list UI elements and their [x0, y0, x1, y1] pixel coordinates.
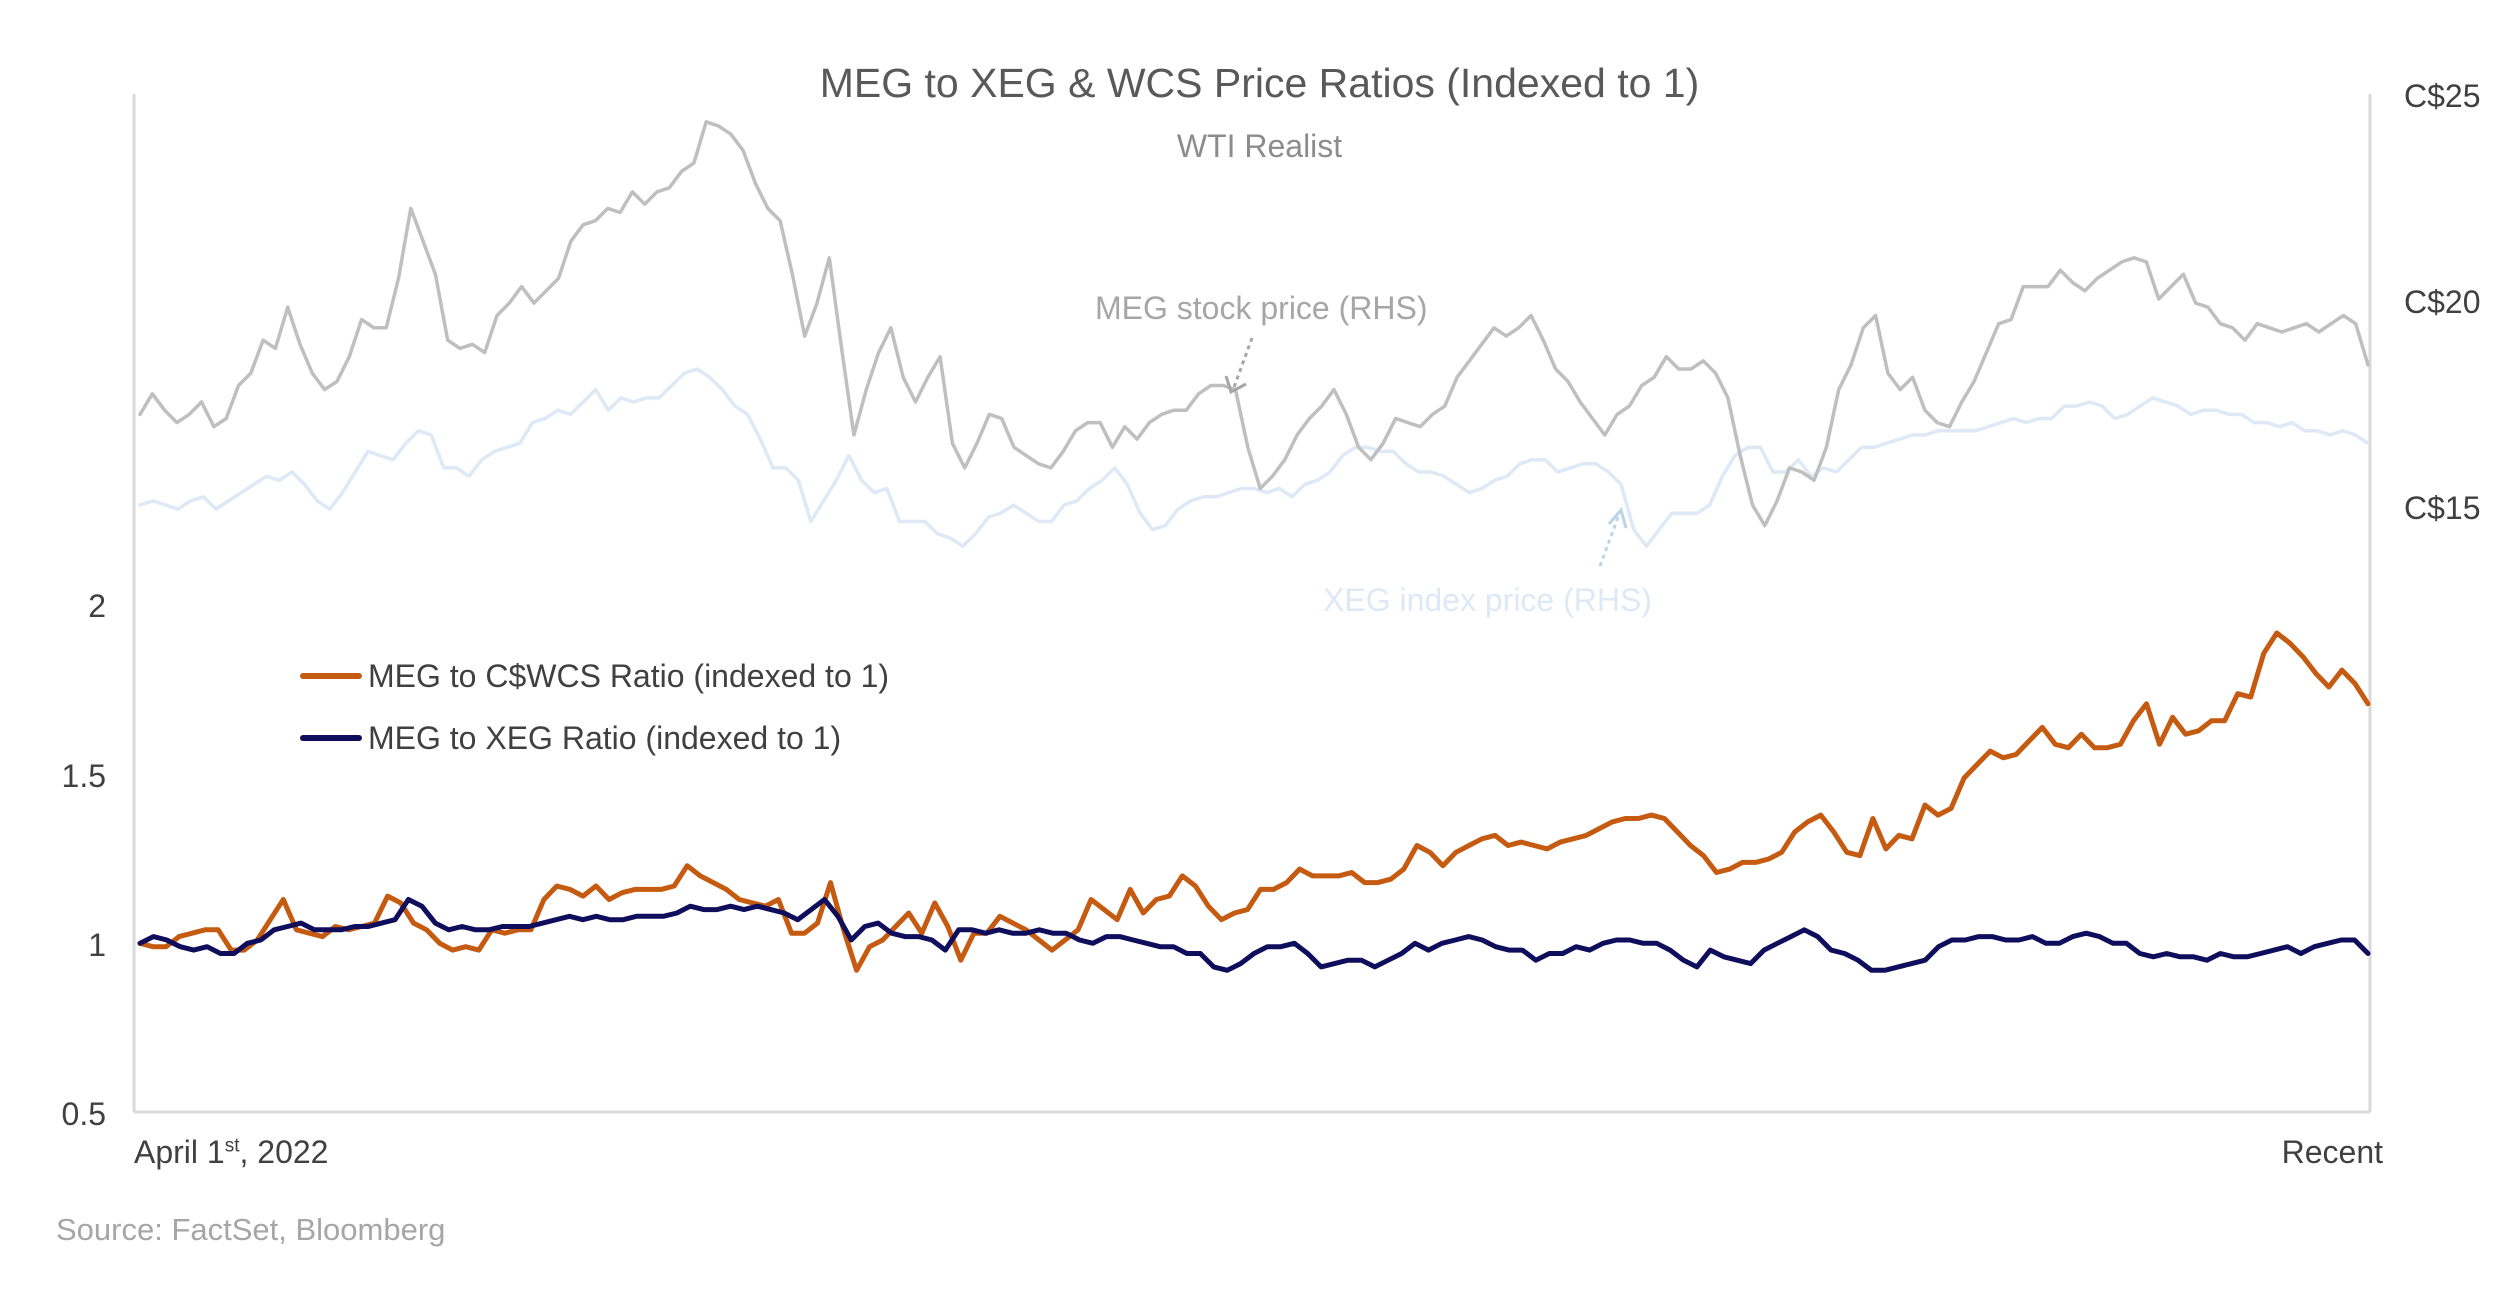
legend-item-wcs-ratio: MEG to C$WCS Ratio (indexed to 1) — [300, 645, 889, 707]
left-tick-label: 0.5 — [61, 1096, 106, 1132]
series-line-meg-price — [138, 120, 2370, 528]
x-axis-start-label: April 1st, 2022 — [134, 1134, 328, 1171]
legend-item-xeg-ratio: MEG to XEG Ratio (indexed to 1) — [300, 707, 889, 769]
xeg-annotation-arrow — [1598, 506, 1628, 567]
left-tick-label: 2 — [88, 588, 106, 624]
meg-annotation-arrow — [1224, 337, 1254, 395]
left-tick-label: 1 — [88, 927, 106, 963]
legend-label-xeg-ratio: MEG to XEG Ratio (indexed to 1) — [368, 719, 842, 756]
legend: MEG to C$WCS Ratio (indexed to 1) MEG to… — [300, 645, 889, 769]
right-tick-label: C$15 — [2404, 490, 2481, 526]
series-line-xeg-ratio — [137, 897, 2371, 973]
series-line-wcs-ratio — [137, 630, 2371, 973]
legend-swatch-wcs-ratio — [300, 673, 362, 679]
x-start-year: , 2022 — [239, 1134, 329, 1170]
xeg-index-annotation: XEG index price (RHS) — [1323, 582, 1652, 618]
meg-stock-annotation: MEG stock price (RHS) — [1095, 290, 1428, 326]
chart-title: MEG to XEG & WCS Price Ratios (Indexed t… — [819, 60, 1700, 106]
series-line-xeg-price — [138, 367, 2370, 548]
chart-subtitle: WTI Realist — [1176, 128, 1343, 164]
right-tick-label: C$20 — [2404, 284, 2481, 320]
source-note: Source: FactSet, Bloomberg — [56, 1212, 446, 1247]
x-axis-end-label: Recent — [2281, 1134, 2383, 1170]
x-start-sup: st — [224, 1135, 240, 1157]
legend-label-wcs-ratio: MEG to C$WCS Ratio (indexed to 1) — [368, 657, 890, 694]
right-tick-label: C$25 — [2404, 78, 2481, 114]
series-layer — [137, 120, 2371, 973]
left-tick-label: 1.5 — [61, 758, 106, 794]
legend-swatch-xeg-ratio — [300, 735, 362, 741]
x-start-text: April 1 — [134, 1134, 225, 1170]
